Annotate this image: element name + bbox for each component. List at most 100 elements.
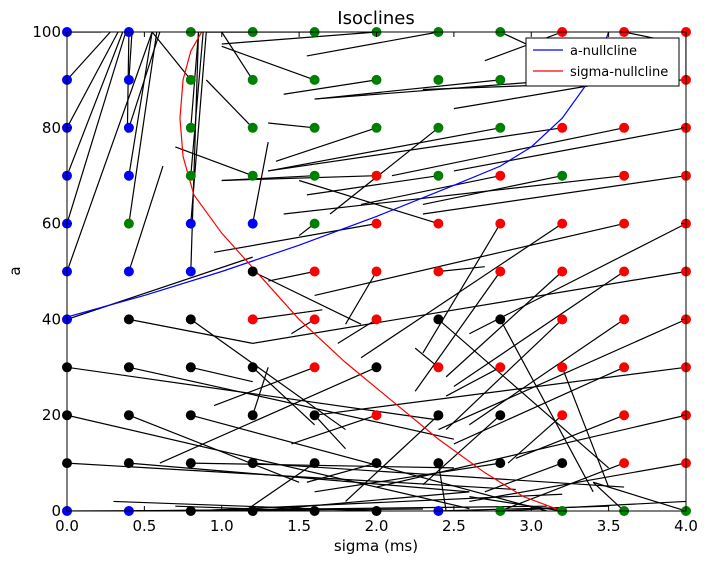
trajectory-segment <box>592 481 625 511</box>
trajectory-segment <box>268 270 315 282</box>
trajectory-segment <box>128 32 153 176</box>
grid-point <box>185 122 196 133</box>
trajectory-segment <box>252 309 323 320</box>
trajectory-segment <box>213 366 315 407</box>
trajectory-segment <box>205 79 254 129</box>
trajectory-segment <box>438 266 485 273</box>
grid-point <box>619 314 630 325</box>
grid-point <box>309 410 320 421</box>
trajectory-segment <box>314 366 686 416</box>
grid-point <box>619 458 630 469</box>
y-tick-label: 0 <box>51 502 61 520</box>
trajectory-segment <box>499 319 594 493</box>
grid-point <box>433 170 444 181</box>
grid-point <box>433 410 444 421</box>
trajectory-segment <box>376 414 686 488</box>
grid-point <box>619 362 630 373</box>
trajectory-segment <box>190 414 547 511</box>
y-tick-label: 40 <box>42 310 61 328</box>
grid-point <box>495 218 506 229</box>
grid-point <box>185 266 196 277</box>
grid-point <box>123 314 134 325</box>
y-axis-title: a <box>6 266 24 275</box>
trajectory-segment <box>314 414 346 450</box>
trajectory-segment <box>453 271 625 387</box>
trajectory-segment <box>252 366 316 426</box>
grid-point <box>619 218 630 229</box>
trajectory-segment <box>128 462 470 493</box>
grid-point <box>123 362 134 373</box>
grid-point <box>185 218 196 229</box>
trajectory-segment <box>298 179 439 225</box>
legend-box <box>525 37 680 87</box>
grid-point <box>371 122 382 133</box>
grid-point <box>557 170 568 181</box>
grid-point <box>247 122 258 133</box>
grid-point <box>309 362 320 373</box>
grid-point <box>185 458 196 469</box>
grid-point <box>123 74 134 85</box>
trajectory-segment <box>67 32 127 224</box>
grid-point <box>495 410 506 421</box>
grid-point <box>433 458 444 469</box>
trajectory-segment <box>128 32 133 80</box>
grid-point <box>433 74 444 85</box>
trajectory-segment <box>67 32 153 272</box>
plot-area <box>62 27 691 516</box>
x-tick-label: 2.5 <box>442 517 466 535</box>
trajectory-segment <box>128 32 158 224</box>
grid-point <box>495 122 506 133</box>
trajectory-segment <box>438 318 610 469</box>
trajectory-segment <box>283 79 377 95</box>
grid-point <box>371 314 382 325</box>
trajectory-segment <box>190 462 454 469</box>
grid-point <box>433 122 444 133</box>
trajectory-segment <box>159 366 377 464</box>
grid-point <box>619 170 630 181</box>
trajectory-segment <box>252 270 686 344</box>
grid-point <box>619 410 630 421</box>
grid-point <box>123 122 134 133</box>
x-tick-label: 3.5 <box>597 517 621 535</box>
grid-point <box>185 410 196 421</box>
plot-contents <box>67 32 686 511</box>
y-tick-label: 80 <box>42 119 61 137</box>
trajectory-segment <box>252 142 269 224</box>
y-tick-label: 60 <box>42 215 61 233</box>
trajectory-segment <box>67 32 124 176</box>
trajectory-segment <box>469 318 625 426</box>
trajectory-segment <box>221 175 377 182</box>
grid-point <box>247 362 258 373</box>
trajectory-segment <box>221 32 254 81</box>
trajectory-segment <box>67 32 111 81</box>
trajectory-segment <box>414 271 501 392</box>
trajectory-segment <box>360 175 501 206</box>
grid-point <box>185 362 196 373</box>
trajectory-segment <box>306 32 439 57</box>
trajectory-segment <box>67 256 253 320</box>
grid-point <box>371 362 382 373</box>
y-tick-label: 100 <box>32 23 61 41</box>
grid-point <box>433 362 444 373</box>
legend-label-sigma-nullcline: sigma-nullcline <box>570 65 668 80</box>
grid-point <box>433 266 444 277</box>
trajectory-segment <box>283 175 625 215</box>
grid-point <box>495 74 506 85</box>
grid-point <box>619 122 630 133</box>
trajectory-segment <box>453 127 686 172</box>
grid-point <box>371 170 382 181</box>
grid-point <box>495 170 506 181</box>
trajectory-segment <box>213 223 377 253</box>
grid-point <box>371 218 382 229</box>
grid-point <box>371 410 382 421</box>
trajectory-segment <box>484 462 563 493</box>
trajectory-segment <box>422 175 686 215</box>
legend-label-a-nullcline: a-nullcline <box>570 44 637 59</box>
grid-point <box>495 314 506 325</box>
grid-point <box>495 362 506 373</box>
trajectory-segment <box>422 223 501 354</box>
grid-point <box>309 74 320 85</box>
trajectory-segment <box>438 318 686 431</box>
trajectory-segment <box>151 32 192 81</box>
